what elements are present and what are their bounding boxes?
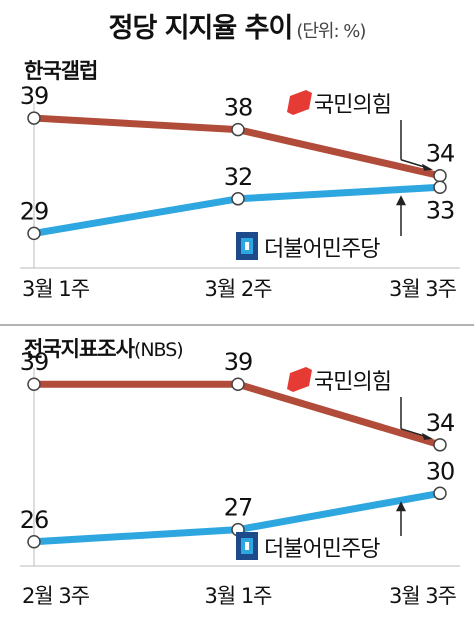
arrow-line [400,159,428,169]
arrow-head [396,501,406,512]
x-tick-label: 3월 3주 [389,584,457,608]
x-tick-label: 3월 2주 [204,277,272,301]
panel-title-name: 한국갤럽 [24,59,97,83]
arrow-line [400,428,428,438]
panel-title-source: (NBS) [134,339,183,361]
data-point [231,192,245,206]
panel-title-name: 전국지표조사 [24,337,136,361]
data-label: 26 [20,506,49,534]
legend-label: 국민의힘 [314,370,391,395]
unit-label: (단위: %) [296,21,366,42]
legend-label: 국민의힘 [314,93,391,118]
chart-header: 정당 지지율 추이 (단위: %) [0,6,474,45]
chart-title: 정당 지지율 추이 [108,13,294,44]
data-point [231,122,245,137]
data-label: 33 [426,196,455,224]
data-label: 30 [426,457,455,485]
data-label: 39 [20,348,49,376]
arrow-head [422,163,433,171]
panel-title: 한국갤럽 [24,59,97,83]
x-tick-label: 3월 3주 [389,277,457,301]
x-tick-label: 3월 1주 [204,584,272,608]
data-point [433,168,447,183]
dp-logo-icon-core [245,242,249,250]
data-label: 29 [20,197,49,225]
data-label: 34 [426,140,455,168]
data-label: 34 [426,409,455,437]
legend-label: 더불어민주당 [264,237,380,262]
arrow-head [396,195,406,206]
ppp-logo-icon [287,367,312,392]
data-label: 39 [224,348,253,376]
data-point [27,111,41,125]
x-tick-label: 2월 3주 [22,584,90,608]
data-point [433,438,447,452]
dp-logo-icon-core [245,542,249,550]
x-tick-label: 3월 1주 [22,277,90,301]
data-point [231,377,245,391]
data-point [27,377,41,391]
legend-label: 더불어민주당 [264,537,380,562]
ppp-logo-icon [287,90,312,115]
data-label: 27 [224,494,253,522]
data-point [27,226,41,241]
data-label: 32 [224,163,253,191]
data-point [433,180,447,195]
data-label: 39 [20,82,49,110]
data-point [433,486,447,501]
data-label: 38 [224,94,253,122]
arrow-head [422,432,433,440]
data-point [27,535,41,549]
panel-title: 전국지표조사(NBS) [24,337,183,361]
